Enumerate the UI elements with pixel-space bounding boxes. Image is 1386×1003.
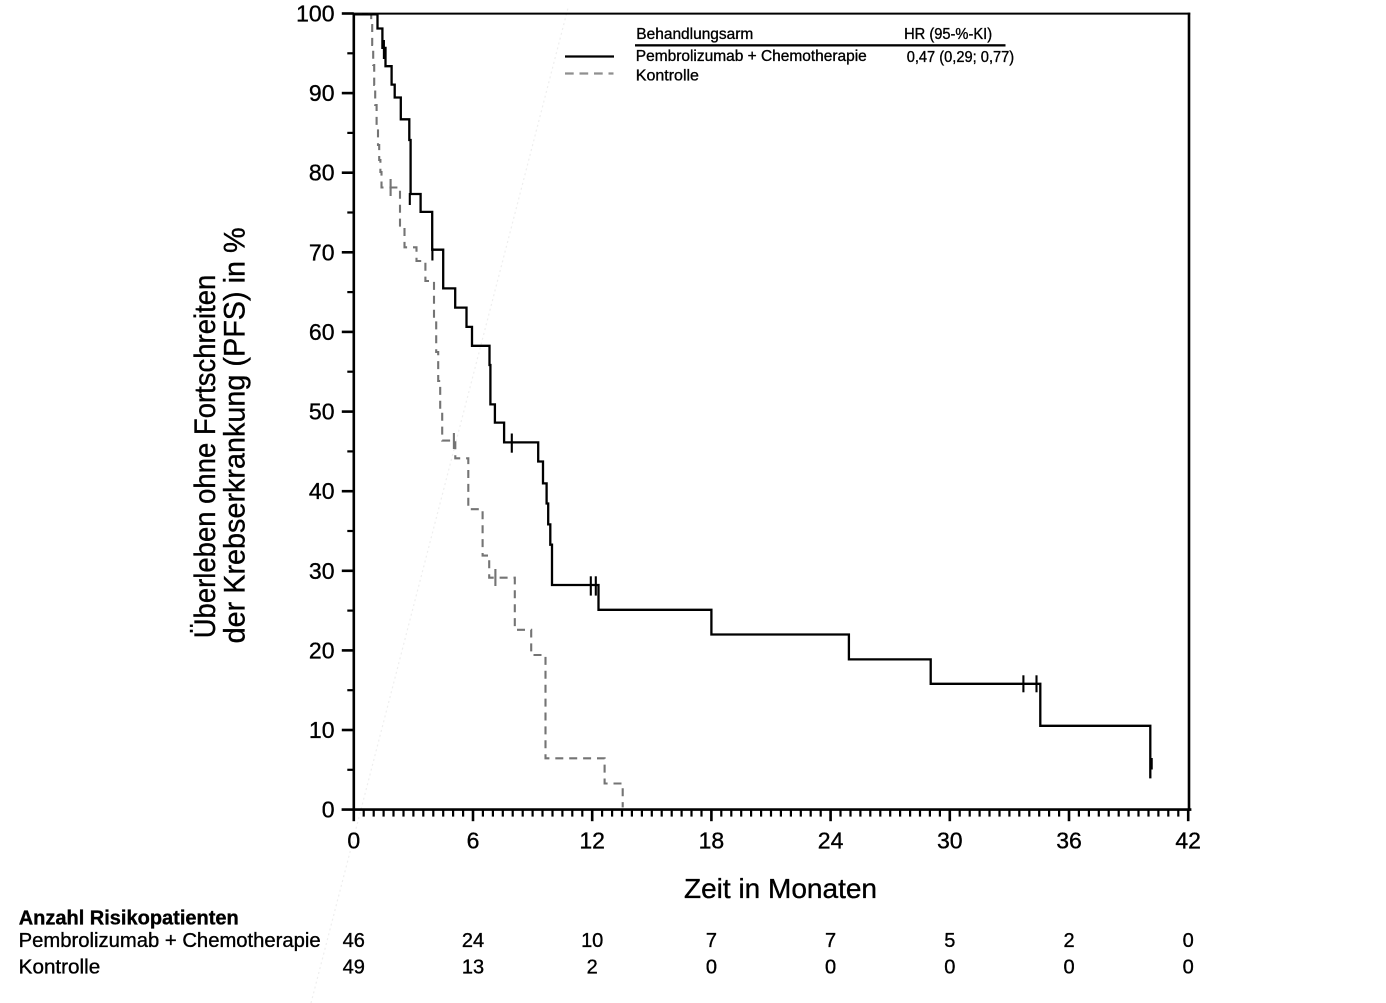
svg-text:13: 13 (462, 957, 484, 979)
svg-text:0: 0 (347, 828, 360, 854)
svg-text:100: 100 (296, 1, 334, 27)
svg-text:6: 6 (467, 828, 480, 854)
svg-text:5: 5 (944, 930, 955, 952)
svg-text:0: 0 (1183, 957, 1194, 979)
svg-text:0: 0 (944, 957, 955, 979)
svg-text:80: 80 (309, 160, 335, 186)
svg-text:Kontrolle: Kontrolle (19, 957, 101, 979)
svg-text:90: 90 (309, 80, 335, 106)
svg-text:0: 0 (322, 797, 335, 823)
svg-text:18: 18 (699, 828, 725, 854)
svg-text:Kontrolle: Kontrolle (636, 68, 699, 85)
svg-text:7: 7 (706, 930, 717, 952)
svg-text:Anzahl Risikopatienten: Anzahl Risikopatienten (19, 908, 239, 930)
svg-text:0: 0 (1183, 930, 1194, 952)
svg-text:7: 7 (825, 930, 836, 952)
svg-text:HR (95-%-KI): HR (95-%-KI) (904, 26, 992, 43)
svg-text:20: 20 (309, 637, 335, 663)
svg-text:Pembrolizumab + Chemotherapie: Pembrolizumab + Chemotherapie (636, 48, 867, 65)
svg-text:0: 0 (706, 957, 717, 979)
svg-text:2: 2 (1063, 930, 1074, 952)
svg-text:0,47 (0,29; 0,77): 0,47 (0,29; 0,77) (907, 49, 1015, 66)
svg-text:50: 50 (309, 399, 335, 425)
svg-text:Behandlungsarm: Behandlungsarm (636, 26, 753, 43)
svg-text:12: 12 (579, 828, 605, 854)
svg-text:Zeit in Monaten: Zeit in Monaten (684, 873, 877, 904)
svg-text:10: 10 (309, 717, 335, 743)
svg-text:60: 60 (309, 319, 335, 345)
svg-text:49: 49 (343, 957, 365, 979)
svg-text:2: 2 (587, 957, 598, 979)
svg-text:30: 30 (937, 828, 963, 854)
svg-text:42: 42 (1175, 828, 1201, 854)
svg-text:24: 24 (818, 828, 844, 854)
svg-text:70: 70 (309, 239, 335, 265)
svg-text:0: 0 (1063, 957, 1074, 979)
svg-text:der Krebserkrankung (PFS) in %: der Krebserkrankung (PFS) in % (219, 227, 252, 643)
svg-text:36: 36 (1056, 828, 1082, 854)
svg-text:10: 10 (581, 930, 603, 952)
svg-text:30: 30 (309, 558, 335, 584)
svg-text:24: 24 (462, 930, 484, 952)
svg-text:46: 46 (343, 930, 365, 952)
svg-text:Überleben ohne Fortschreiten: Überleben ohne Fortschreiten (189, 275, 222, 639)
svg-text:0: 0 (825, 957, 836, 979)
svg-text:40: 40 (309, 478, 335, 504)
svg-text:Pembrolizumab + Chemotherapie: Pembrolizumab + Chemotherapie (19, 930, 321, 952)
